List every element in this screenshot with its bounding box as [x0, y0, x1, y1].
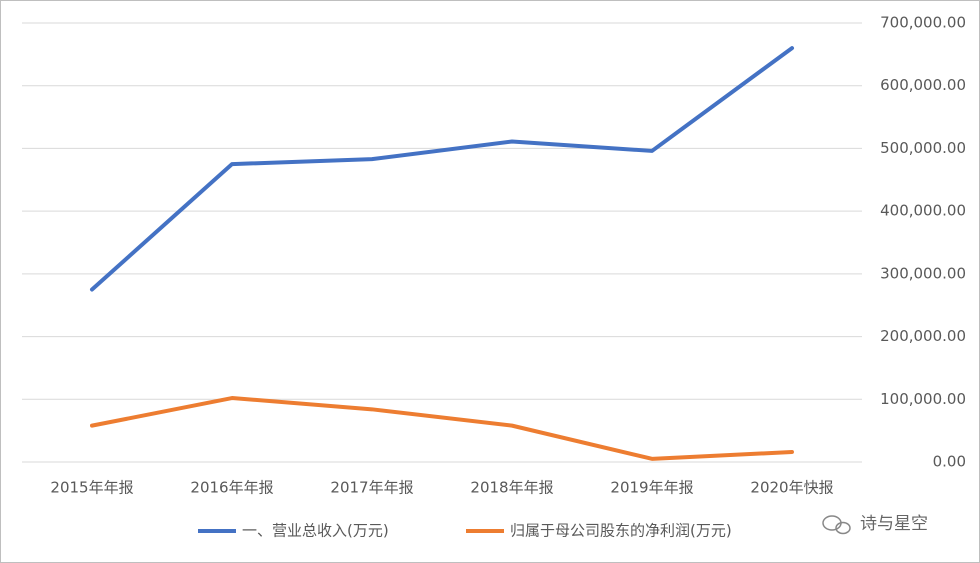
- y-tick-label: 600,000.00: [880, 76, 966, 94]
- x-tick-label: 2017年年报: [330, 479, 413, 497]
- y-tick-label: 100,000.00: [880, 390, 966, 408]
- y-tick-label: 0.00: [933, 453, 966, 471]
- watermark-icon: [835, 521, 851, 535]
- watermark-text: 诗与星空: [860, 514, 928, 534]
- y-tick-label: 300,000.00: [880, 264, 966, 282]
- legend-label: 一、营业总收入(万元): [242, 522, 389, 540]
- legend-label: 归属于母公司股东的净利润(万元): [510, 522, 732, 540]
- x-tick-label: 2015年年报: [50, 479, 133, 497]
- x-tick-label: 2018年年报: [470, 479, 553, 497]
- y-tick-label: 200,000.00: [880, 327, 966, 345]
- x-tick-label: 2020年快报: [750, 479, 833, 497]
- series-line: [90, 46, 794, 292]
- watermark: 诗与星空: [822, 514, 928, 535]
- y-tick-label: 400,000.00: [880, 202, 966, 220]
- x-tick-label: 2019年年报: [610, 479, 693, 497]
- series-line: [90, 396, 794, 461]
- x-tick-label: 2016年年报: [190, 479, 273, 497]
- y-tick-label: 700,000.00: [880, 14, 966, 32]
- y-tick-label: 500,000.00: [880, 139, 966, 157]
